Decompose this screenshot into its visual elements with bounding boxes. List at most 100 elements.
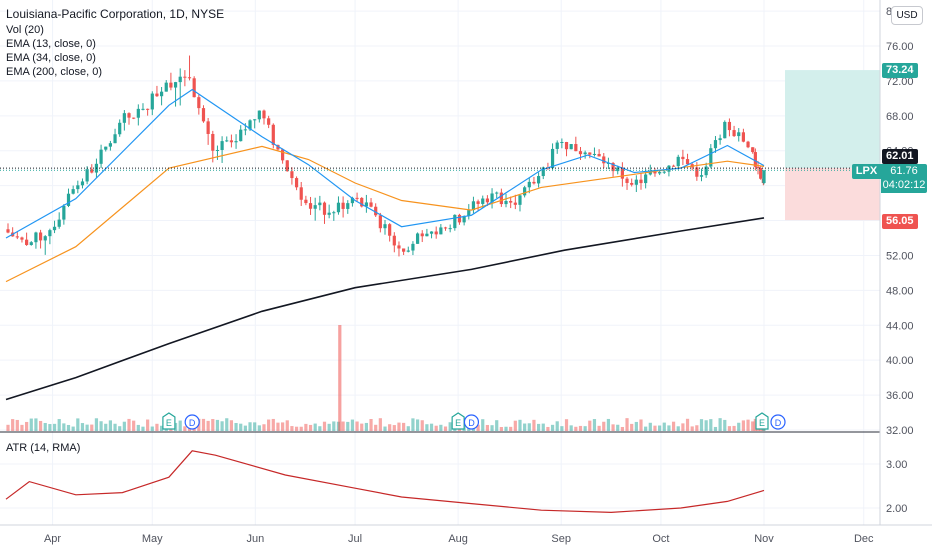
candle (564, 141, 569, 157)
candle (753, 148, 757, 171)
volume-bar (448, 422, 452, 431)
candle (713, 136, 718, 153)
volume-bar (248, 422, 252, 431)
svg-text:D: D (775, 418, 782, 428)
candle (737, 128, 741, 142)
candle (150, 91, 154, 116)
legend-vol[interactable]: Vol (20) (6, 24, 44, 36)
volume-bar (211, 419, 215, 431)
candle (20, 236, 24, 243)
volume-bar (332, 421, 336, 431)
volume-bar (355, 421, 359, 431)
candle (38, 229, 43, 249)
volume-bar (341, 421, 345, 431)
y-tick-label: 36.00 (886, 390, 914, 402)
volume-bar (71, 426, 75, 431)
candle (676, 154, 680, 170)
volume-bar (201, 418, 206, 431)
volume-bar (118, 426, 122, 431)
candle (453, 214, 457, 231)
volume-bar (518, 419, 522, 431)
candle (667, 165, 671, 177)
chart-grid (0, 0, 880, 525)
atr-legend[interactable]: ATR (14, RMA) (6, 442, 81, 454)
candle (346, 200, 350, 214)
candle (76, 180, 80, 194)
y-tick-label: 52.00 (886, 250, 914, 262)
volume-bar (11, 419, 15, 431)
candle (476, 199, 480, 211)
legend-ema-13[interactable]: EMA (13, close, 0) (6, 38, 96, 50)
volume-spike-bar (338, 325, 342, 431)
volume-bar (504, 426, 508, 431)
candle (509, 196, 513, 209)
candle (281, 148, 285, 164)
volume-bar (20, 424, 24, 431)
volume-bar (690, 426, 694, 431)
candle (201, 105, 206, 123)
legend-ema-34[interactable]: EMA (34, close, 0) (6, 52, 96, 64)
stop-price-tag: 56.05 (882, 214, 918, 229)
candle (681, 149, 685, 166)
candle (662, 170, 666, 174)
atr-tick-label: 2.00 (886, 503, 907, 515)
volume-bar (606, 418, 611, 431)
volume-bar (85, 424, 89, 431)
volume-bar (616, 424, 620, 431)
volume-bar (80, 423, 85, 431)
volume-bar (25, 421, 29, 431)
candle (415, 232, 420, 244)
volume-bar (122, 421, 126, 431)
candle (364, 194, 368, 213)
candle (164, 80, 168, 92)
volume-bar (206, 420, 210, 431)
candle (550, 143, 555, 170)
candle (639, 173, 643, 190)
volume-bar (346, 421, 350, 431)
candle (34, 231, 38, 249)
candle (555, 140, 559, 154)
candle (751, 147, 755, 154)
candle (141, 103, 145, 111)
volume-bar (509, 426, 513, 431)
y-tick-label: 76.00 (886, 41, 914, 53)
candle (709, 144, 713, 169)
earnings-marker: E (755, 412, 769, 430)
candle (159, 87, 164, 106)
candle (518, 194, 522, 212)
candle (397, 241, 401, 257)
y-tick-label: 32.00 (886, 425, 914, 437)
candle (183, 70, 187, 87)
candle (15, 232, 19, 240)
dividend-marker: D (770, 414, 786, 430)
volume-bar (267, 419, 271, 431)
volume-bar (751, 421, 755, 431)
candle (634, 175, 638, 193)
legend-ema-200[interactable]: EMA (200, close, 0) (6, 66, 102, 78)
candle (495, 191, 499, 199)
volume-bar (709, 419, 713, 431)
target-price-tag: 73.24 (882, 63, 918, 78)
chart-title: Louisiana-Pacific Corporation, 1D, NYSE (6, 7, 225, 21)
volume-bar (38, 420, 43, 431)
candle (304, 195, 308, 206)
candle (108, 140, 112, 151)
volume-bar (653, 425, 657, 431)
volume-bar (420, 420, 424, 431)
candle (6, 223, 10, 234)
y-tick-label: 44.00 (886, 320, 914, 332)
candle (122, 110, 126, 131)
candle (597, 149, 601, 157)
currency-button[interactable]: USD (891, 6, 923, 25)
candle (118, 119, 122, 137)
candle (727, 118, 732, 137)
candle (99, 144, 103, 169)
candle (197, 94, 201, 115)
candle (723, 120, 727, 139)
candle (532, 176, 536, 185)
volume-bar (583, 426, 587, 431)
candle (66, 188, 71, 208)
earnings-marker: E (451, 412, 465, 430)
candle (146, 108, 150, 116)
